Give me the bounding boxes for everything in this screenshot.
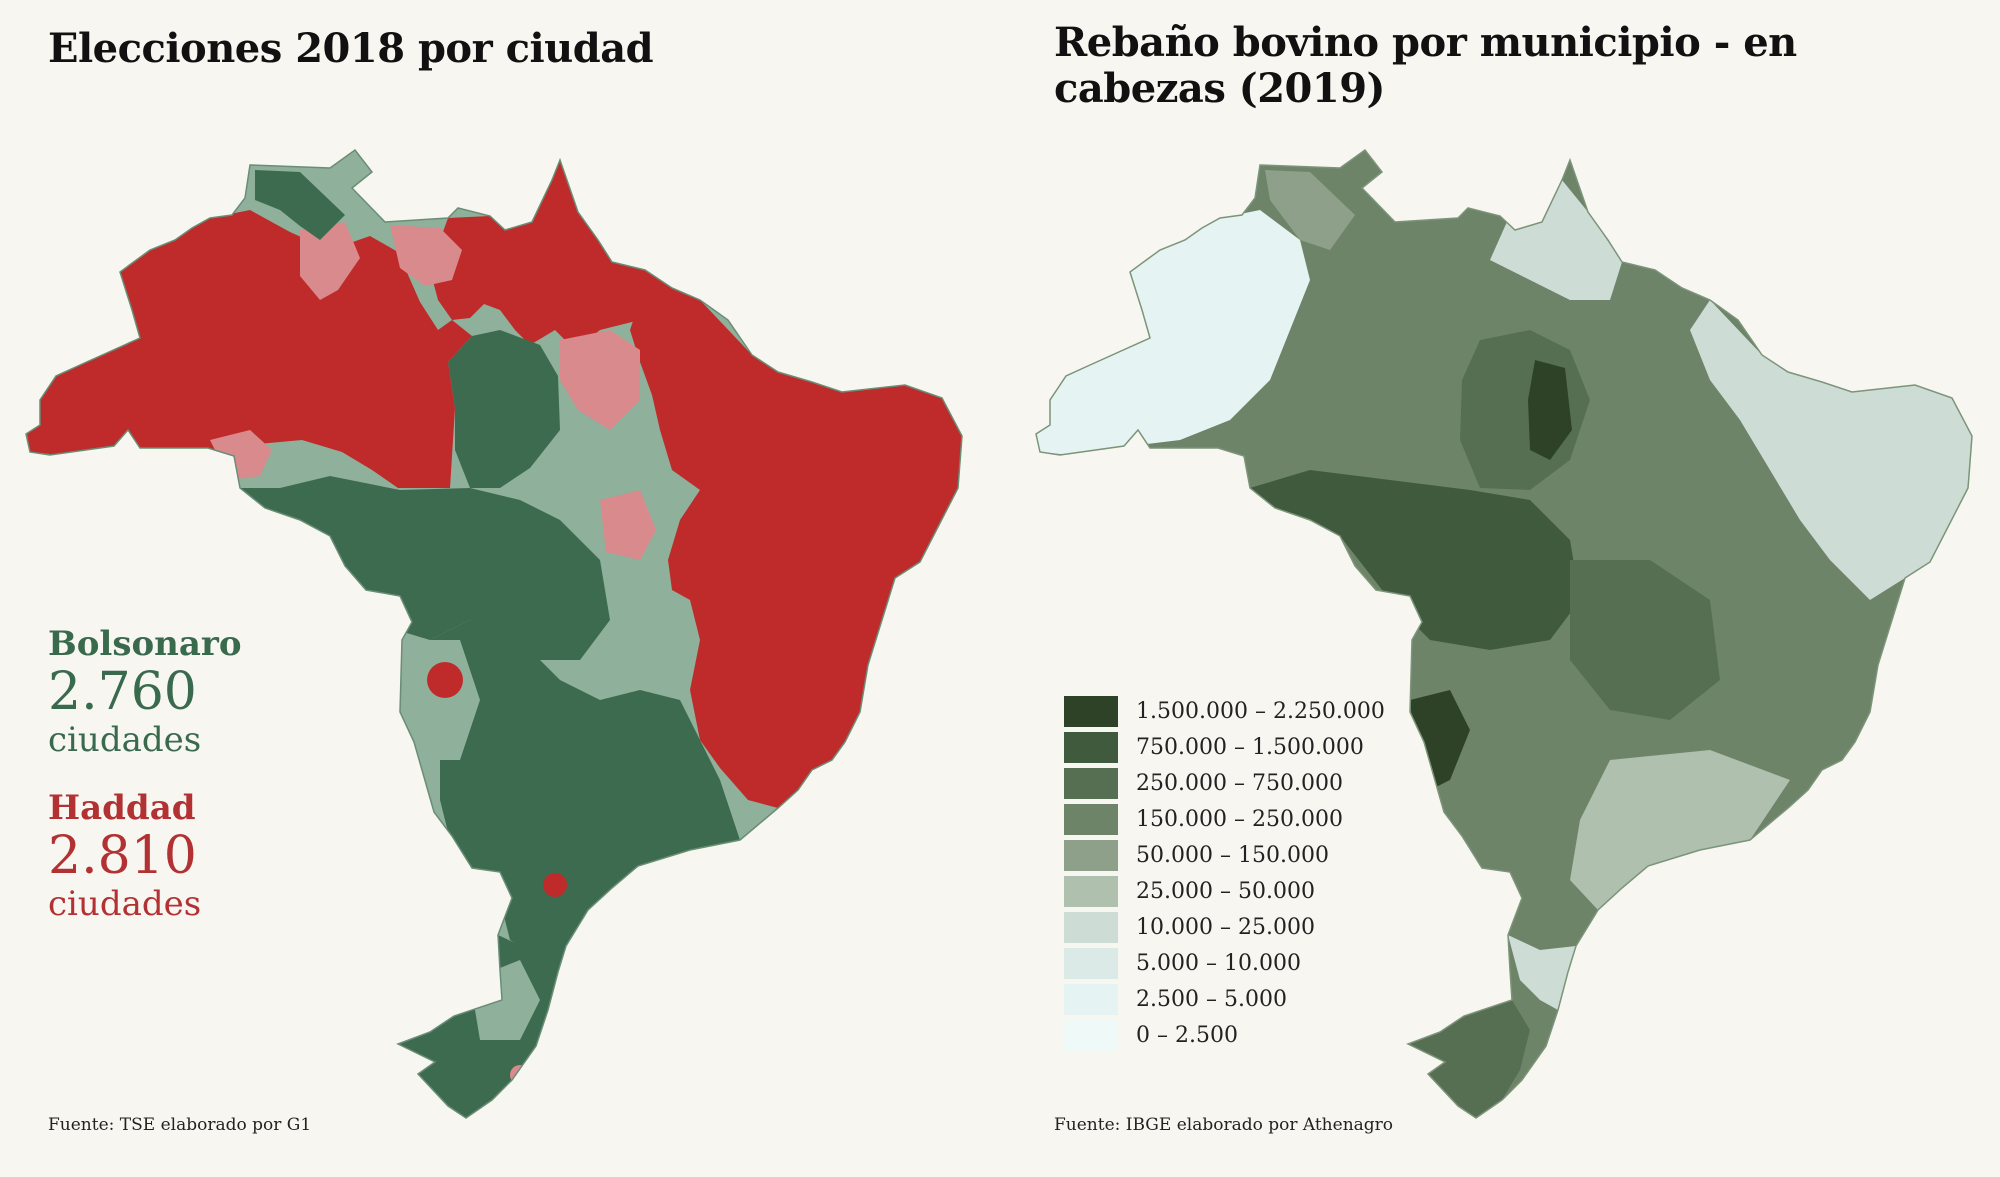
cattle-matogrosso-dense bbox=[1250, 470, 1580, 650]
bolsonaro-para-central-region bbox=[448, 330, 560, 488]
legend-swatch bbox=[1064, 840, 1118, 871]
cattle-rs-dense bbox=[1408, 1000, 1530, 1118]
election-map-title: Elecciones 2018 por ciudad bbox=[48, 25, 654, 72]
bolsonaro-light-patch-west bbox=[410, 640, 480, 760]
legend-swatch bbox=[1064, 696, 1118, 727]
legend-label: 25.000 – 50.000 bbox=[1136, 879, 1315, 904]
cattle-map-title: Rebaño bovino por municipio - en cabezas… bbox=[1054, 19, 1797, 112]
cattle-goias-mid bbox=[1570, 560, 1720, 720]
election-map-panel: Elecciones 2018 por ciudad bbox=[25, 25, 963, 1135]
haddad-dot-5 bbox=[466, 976, 484, 994]
bolsonaro-roraima-region bbox=[255, 170, 345, 240]
cattle-map-source: Fuente: IBGE elaborado por Athenagro bbox=[1054, 1115, 1394, 1135]
legend-swatch bbox=[1064, 804, 1118, 835]
haddad-unit: ciudades bbox=[48, 884, 202, 924]
haddad-name: Haddad bbox=[48, 788, 196, 828]
legend-swatch bbox=[1064, 912, 1118, 943]
legend-swatch bbox=[1064, 984, 1118, 1015]
haddad-count: 2.810 bbox=[48, 826, 197, 886]
legend-swatch bbox=[1064, 948, 1118, 979]
cattle-southeast-light bbox=[1570, 750, 1790, 910]
haddad-light-patch-para bbox=[560, 330, 640, 430]
bolsonaro-rondonia-matogrosso-region bbox=[230, 476, 610, 660]
legend-label: 5.000 – 10.000 bbox=[1136, 951, 1301, 976]
bolsonaro-unit: ciudades bbox=[48, 720, 202, 760]
bolsonaro-count: 2.760 bbox=[48, 662, 197, 722]
legend-label: 50.000 – 150.000 bbox=[1136, 843, 1329, 868]
election-results-map bbox=[25, 149, 963, 1119]
cattle-roraima-mid bbox=[1265, 170, 1355, 250]
bolsonaro-result: Bolsonaro 2.760 ciudades bbox=[48, 624, 242, 760]
haddad-para-north-region bbox=[430, 160, 672, 350]
legend-label: 150.000 – 250.000 bbox=[1136, 807, 1343, 832]
cattle-amazonas-low bbox=[1036, 210, 1310, 455]
cattle-herd-map bbox=[1035, 149, 1973, 1119]
haddad-dot-3 bbox=[543, 873, 567, 897]
cattle-map-panel: Rebaño bovino por municipio - en cabezas… bbox=[1010, 0, 2000, 1177]
legend-label: 1.500.000 – 2.250.000 bbox=[1136, 699, 1385, 724]
election-map-source: Fuente: TSE elaborado por G1 bbox=[48, 1115, 312, 1135]
bolsonaro-name: Bolsonaro bbox=[48, 624, 242, 664]
election-region-shapes bbox=[26, 150, 962, 1118]
legend-swatch bbox=[1064, 876, 1118, 907]
haddad-light-patch-tocantins bbox=[600, 490, 656, 560]
cattle-south-light bbox=[1508, 935, 1576, 1010]
legend-label: 10.000 – 25.000 bbox=[1136, 915, 1315, 940]
legend-label: 250.000 – 750.000 bbox=[1136, 771, 1343, 796]
cattle-northeast-low bbox=[1690, 300, 1972, 600]
haddad-result: Haddad 2.810 ciudades bbox=[48, 788, 201, 924]
legend-swatch bbox=[1064, 1020, 1118, 1051]
legend-swatch bbox=[1064, 732, 1118, 763]
legend-label: 2.500 – 5.000 bbox=[1136, 987, 1287, 1012]
haddad-light-patch-amapa bbox=[390, 225, 462, 286]
haddad-dot-2 bbox=[746, 756, 774, 784]
cattle-para-core bbox=[1528, 360, 1572, 460]
legend-swatch bbox=[1064, 768, 1118, 799]
haddad-light-patch-roraima bbox=[300, 222, 360, 300]
haddad-dot-1 bbox=[427, 662, 463, 698]
legend-label: 750.000 – 1.500.000 bbox=[1136, 735, 1364, 760]
haddad-northeast-region bbox=[630, 270, 962, 808]
haddad-amazonas-region bbox=[26, 210, 472, 488]
legend-label: 0 – 2.500 bbox=[1136, 1023, 1238, 1048]
